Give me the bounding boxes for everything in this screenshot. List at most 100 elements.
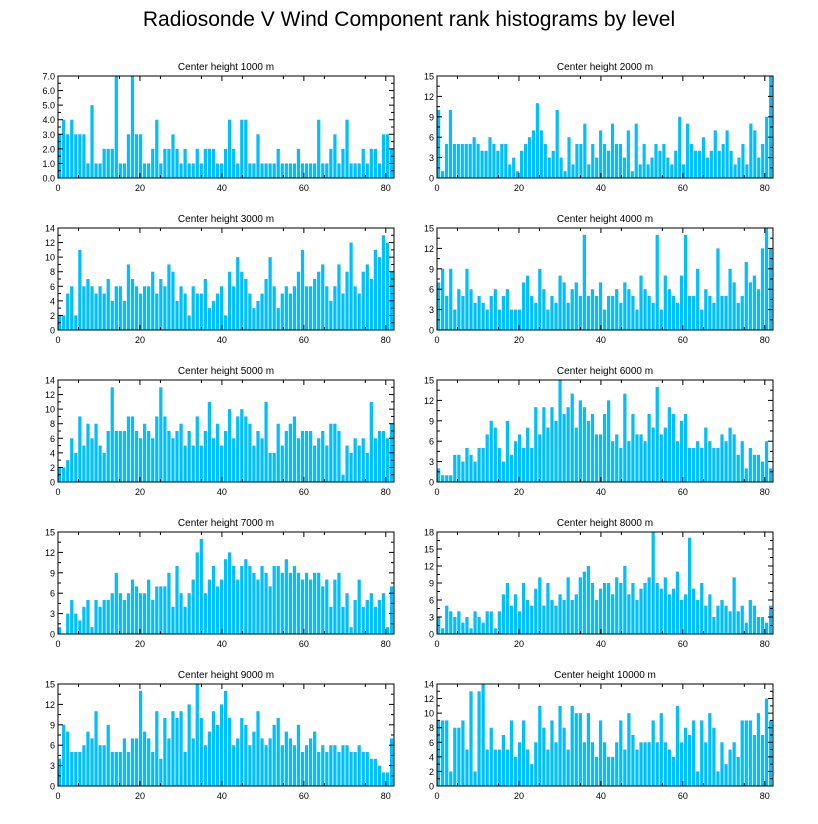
- histogram-bar: [590, 742, 595, 786]
- x-tick-label: 80: [760, 487, 770, 497]
- histogram-bar: [546, 427, 550, 482]
- histogram-bar: [365, 264, 369, 330]
- histogram-bar: [567, 137, 571, 178]
- histogram-bar: [288, 163, 292, 178]
- histogram-bar: [78, 249, 82, 330]
- histogram-bar: [480, 150, 484, 178]
- histogram-bar: [118, 431, 122, 482]
- histogram-bar: [488, 137, 492, 178]
- histogram-bar: [349, 627, 353, 634]
- histogram-bar: [550, 720, 554, 786]
- histogram-bar: [558, 380, 562, 482]
- histogram-bar: [522, 720, 526, 786]
- histogram-bar: [110, 148, 114, 178]
- histogram-bar: [317, 119, 321, 178]
- histogram-bar: [724, 764, 728, 786]
- histogram-bar: [526, 275, 530, 330]
- histogram-bar: [509, 454, 514, 482]
- histogram-bar: [631, 296, 635, 330]
- histogram-bar: [728, 268, 732, 330]
- histogram-bar: [700, 720, 704, 786]
- histogram-bar: [517, 742, 522, 786]
- histogram-bar: [692, 720, 696, 786]
- histogram-bar: [646, 164, 650, 178]
- histogram-bar: [248, 293, 252, 330]
- histogram-bar: [441, 628, 445, 634]
- histogram-bar: [82, 745, 86, 786]
- histogram-bar: [114, 572, 118, 634]
- histogram-bar: [566, 407, 570, 482]
- histogram-bar: [461, 720, 465, 786]
- histogram-bar: [700, 583, 704, 634]
- histogram-bar: [659, 434, 663, 482]
- histogram-bar: [509, 605, 514, 634]
- histogram-bar: [679, 275, 684, 330]
- histogram-bar: [280, 163, 284, 178]
- histogram-bar: [599, 130, 603, 178]
- histogram-bar: [654, 144, 658, 178]
- histogram-bar: [693, 150, 698, 178]
- histogram-bar: [228, 119, 232, 178]
- histogram-bar: [586, 566, 591, 634]
- histogram-bar: [473, 611, 477, 634]
- y-tick-label: 0: [50, 478, 55, 488]
- histogram-bar: [260, 738, 264, 786]
- histogram-bar: [228, 718, 232, 786]
- histogram-bar: [329, 745, 333, 786]
- histogram-bar: [341, 474, 345, 482]
- histogram-bar: [126, 264, 131, 330]
- histogram-panel: Center height 9000 m 0 3 6 9 12 15 0 20 40 60 80: [45, 670, 395, 801]
- histogram-bar: [461, 296, 465, 330]
- histogram-bar: [381, 772, 386, 786]
- histogram-bar: [457, 289, 461, 330]
- histogram-bar: [570, 705, 574, 786]
- histogram-bar: [598, 720, 603, 786]
- histogram-bar: [457, 454, 461, 482]
- histogram-panel: Center height 4000 m 0 3 6 9 12 15 0 20 40 60 80: [424, 214, 774, 345]
- histogram-bar: [534, 302, 538, 330]
- histogram-panel: Center height 10000 m 0 2 4 6 8 10 12 14 0 20 40 60 8…: [424, 670, 774, 801]
- histogram-bar: [679, 742, 684, 786]
- histogram-bar: [373, 249, 377, 330]
- histogram-bar: [631, 583, 635, 634]
- histogram-bar: [74, 452, 78, 482]
- histogram-bar: [163, 148, 167, 178]
- histogram-bar: [619, 302, 623, 330]
- histogram-bar: [513, 309, 518, 330]
- histogram-bar: [578, 713, 582, 786]
- y-tick-label: 2.0: [42, 144, 55, 154]
- histogram-bar: [118, 752, 122, 786]
- histogram-bar: [449, 268, 453, 330]
- histogram-bar: [607, 400, 611, 482]
- histogram-bar: [717, 150, 721, 178]
- histogram-bar: [452, 144, 456, 178]
- histogram-bar: [138, 690, 143, 786]
- histogram-bar: [705, 157, 709, 178]
- histogram-bar: [701, 137, 706, 178]
- histogram-bar: [203, 279, 207, 330]
- histogram-bar: [203, 148, 207, 178]
- y-tick-label: 7.0: [42, 72, 55, 82]
- histogram-bar: [337, 264, 341, 330]
- histogram-bar: [713, 130, 717, 178]
- histogram-bar: [437, 282, 441, 330]
- histogram-bar: [550, 407, 554, 482]
- y-tick-label: 9: [50, 568, 55, 578]
- histogram-bar: [62, 119, 66, 178]
- y-tick-label: 12: [424, 562, 434, 572]
- y-tick-label: 3: [50, 761, 55, 771]
- histogram-bar: [183, 293, 187, 330]
- histogram-bar: [635, 749, 639, 786]
- histogram-bar: [610, 123, 615, 178]
- histogram-panel: Center height 3000 m 0 2 4 6 8 10 12 14 0 20 40 60 80: [45, 214, 395, 345]
- histogram-bar: [643, 583, 647, 634]
- histogram-bar: [288, 738, 292, 786]
- histogram-bar: [195, 684, 199, 786]
- histogram-bar: [187, 704, 191, 786]
- histogram-bar: [768, 605, 773, 634]
- histogram-bar: [264, 163, 268, 178]
- histogram-bar: [671, 588, 676, 634]
- histogram-bar: [179, 711, 183, 786]
- histogram-bar: [102, 452, 106, 482]
- histogram-bar: [728, 749, 732, 786]
